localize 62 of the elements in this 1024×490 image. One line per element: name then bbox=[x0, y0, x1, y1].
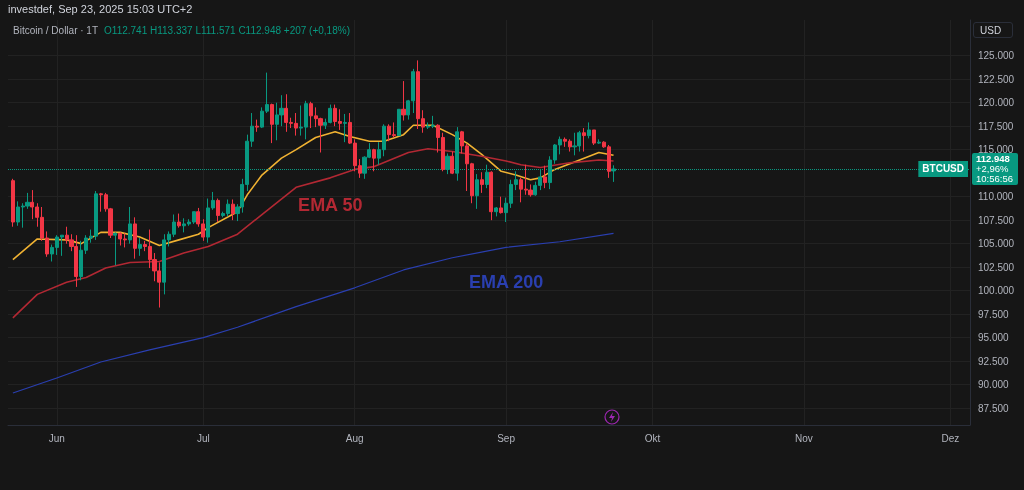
y-tick-label: 95.000 bbox=[978, 332, 1010, 344]
line-series bbox=[12, 124, 615, 261]
candlestick bbox=[494, 206, 498, 217]
y-tick-label: 110.000 bbox=[978, 191, 1014, 203]
y-tick-label: 125.000 bbox=[978, 50, 1015, 62]
candlestick bbox=[177, 213, 181, 229]
candlestick bbox=[543, 165, 547, 189]
annotation: O112.741 H113.337 L111.571 C112.948 +207 (+0,18%) bbox=[104, 25, 350, 36]
candlestick bbox=[343, 113, 347, 143]
candlestick bbox=[133, 216, 137, 260]
x-tick-label: Dez bbox=[941, 432, 960, 444]
candlestick bbox=[489, 170, 493, 221]
candlestick bbox=[572, 132, 577, 156]
candlestick bbox=[499, 196, 503, 215]
x-tick-label: Aug bbox=[345, 432, 364, 444]
candlestick bbox=[397, 108, 401, 137]
y-tick-label: 92.500 bbox=[978, 355, 1010, 367]
candlestick bbox=[270, 103, 274, 144]
candlestick bbox=[128, 206, 132, 245]
x-tick-label: Sep bbox=[497, 432, 516, 444]
y-tick-label: 102.500 bbox=[978, 261, 1015, 273]
x-tick-label: Jun bbox=[48, 432, 65, 444]
x-tick-label: Jul bbox=[196, 432, 210, 444]
candlestick bbox=[445, 152, 450, 175]
y-axis-title: USD bbox=[973, 22, 1013, 38]
chart-subtitle: investdef, Sep 23, 2025 15:03 UTC+2 bbox=[8, 3, 193, 15]
candlestick bbox=[592, 129, 596, 146]
candlestick bbox=[401, 80, 406, 122]
candlestick bbox=[11, 178, 15, 228]
ref-line-label: BTCUSD bbox=[922, 163, 964, 175]
y-tick-label: 115.000 bbox=[978, 144, 1014, 156]
text: 10:56:56 bbox=[976, 173, 1013, 185]
candlestick bbox=[372, 148, 376, 172]
y-tick-label: 90.000 bbox=[978, 379, 1010, 391]
candlestick bbox=[231, 198, 235, 221]
candlestick bbox=[113, 231, 117, 266]
x-tick-label: Nov bbox=[795, 432, 813, 444]
y-tick-label: 97.500 bbox=[978, 308, 1010, 320]
candlestick bbox=[138, 237, 142, 257]
y-tick-label: 87.500 bbox=[978, 402, 1010, 414]
candlestick bbox=[255, 119, 259, 133]
y-tick-label: 100.000 bbox=[978, 285, 1015, 297]
y-tick-label: 107.500 bbox=[978, 214, 1015, 226]
series-label: EMA 200 bbox=[468, 272, 544, 293]
x-tick-label: Okt bbox=[644, 432, 661, 444]
candlestick bbox=[216, 198, 220, 223]
text: 112.948 bbox=[976, 153, 1010, 165]
candlestick bbox=[582, 127, 586, 153]
candlestick bbox=[450, 151, 454, 175]
candlestick bbox=[475, 173, 479, 210]
y-tick-label: 122.500 bbox=[978, 73, 1015, 85]
line-series bbox=[12, 232, 615, 394]
series-label: EMA 50 bbox=[298, 194, 363, 215]
candlestick bbox=[597, 138, 601, 145]
y-tick-label: 105.000 bbox=[978, 238, 1015, 250]
text: Bitcoin / Dollar · 1T bbox=[13, 25, 99, 36]
candlestick bbox=[587, 121, 591, 139]
line-series bbox=[12, 147, 615, 319]
y-tick-label: 117.500 bbox=[978, 120, 1014, 132]
candlestick bbox=[480, 171, 484, 194]
y-tick-label: 120.000 bbox=[978, 97, 1015, 109]
text: +2,96% bbox=[976, 163, 1010, 175]
